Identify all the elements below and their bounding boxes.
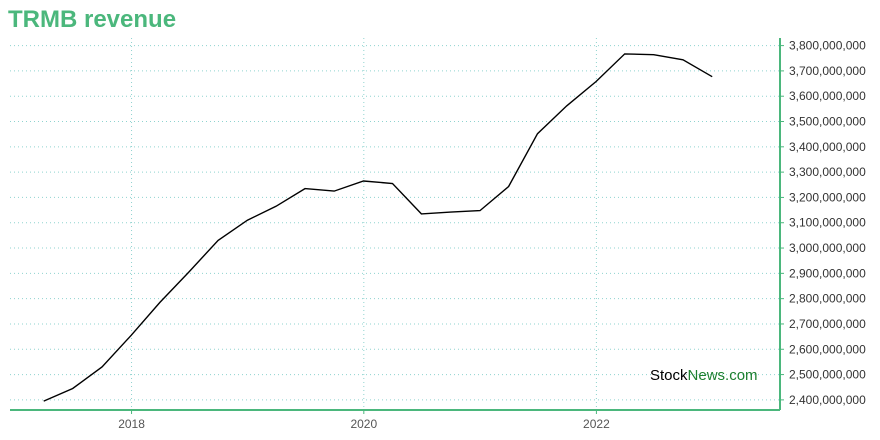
y-tick-label: 3,200,000,000 bbox=[789, 190, 866, 204]
revenue-series-line bbox=[43, 53, 713, 402]
watermark-news: News bbox=[688, 367, 726, 384]
watermark-com: .com bbox=[725, 367, 758, 384]
x-tick-label: 2020 bbox=[350, 417, 377, 431]
watermark: StockNews.com bbox=[650, 367, 758, 384]
y-tick-label: 2,500,000,000 bbox=[789, 368, 866, 382]
y-tick-label: 3,800,000,000 bbox=[789, 39, 866, 53]
y-tick-label: 3,300,000,000 bbox=[789, 165, 866, 179]
gridlines bbox=[10, 38, 780, 410]
x-tick-label: 2018 bbox=[118, 417, 145, 431]
y-tick-label: 3,100,000,000 bbox=[789, 216, 866, 230]
watermark-stock: Stock bbox=[650, 367, 688, 384]
y-tick-label: 2,700,000,000 bbox=[789, 317, 866, 331]
y-tick-label: 2,400,000,000 bbox=[789, 393, 866, 407]
axes bbox=[10, 38, 781, 411]
y-tick-label: 2,900,000,000 bbox=[789, 266, 866, 280]
y-tick-label: 3,000,000,000 bbox=[789, 241, 866, 255]
chart-title: TRMB revenue bbox=[8, 6, 177, 33]
y-tick-label: 3,700,000,000 bbox=[789, 64, 866, 78]
y-tick-label: 2,600,000,000 bbox=[789, 342, 866, 356]
y-tick-label: 2,800,000,000 bbox=[789, 292, 866, 306]
x-tick-label: 2022 bbox=[583, 417, 610, 431]
y-axis-ticks: 3,800,000,000 3,700,000,000 3,600,000,000 3… bbox=[780, 39, 866, 407]
y-tick-label: 3,500,000,000 bbox=[789, 115, 866, 129]
y-tick-label: 3,600,000,000 bbox=[789, 89, 866, 103]
x-axis-ticks: 2018 2020 2022 bbox=[118, 410, 610, 431]
y-tick-label: 3,400,000,000 bbox=[789, 140, 866, 154]
